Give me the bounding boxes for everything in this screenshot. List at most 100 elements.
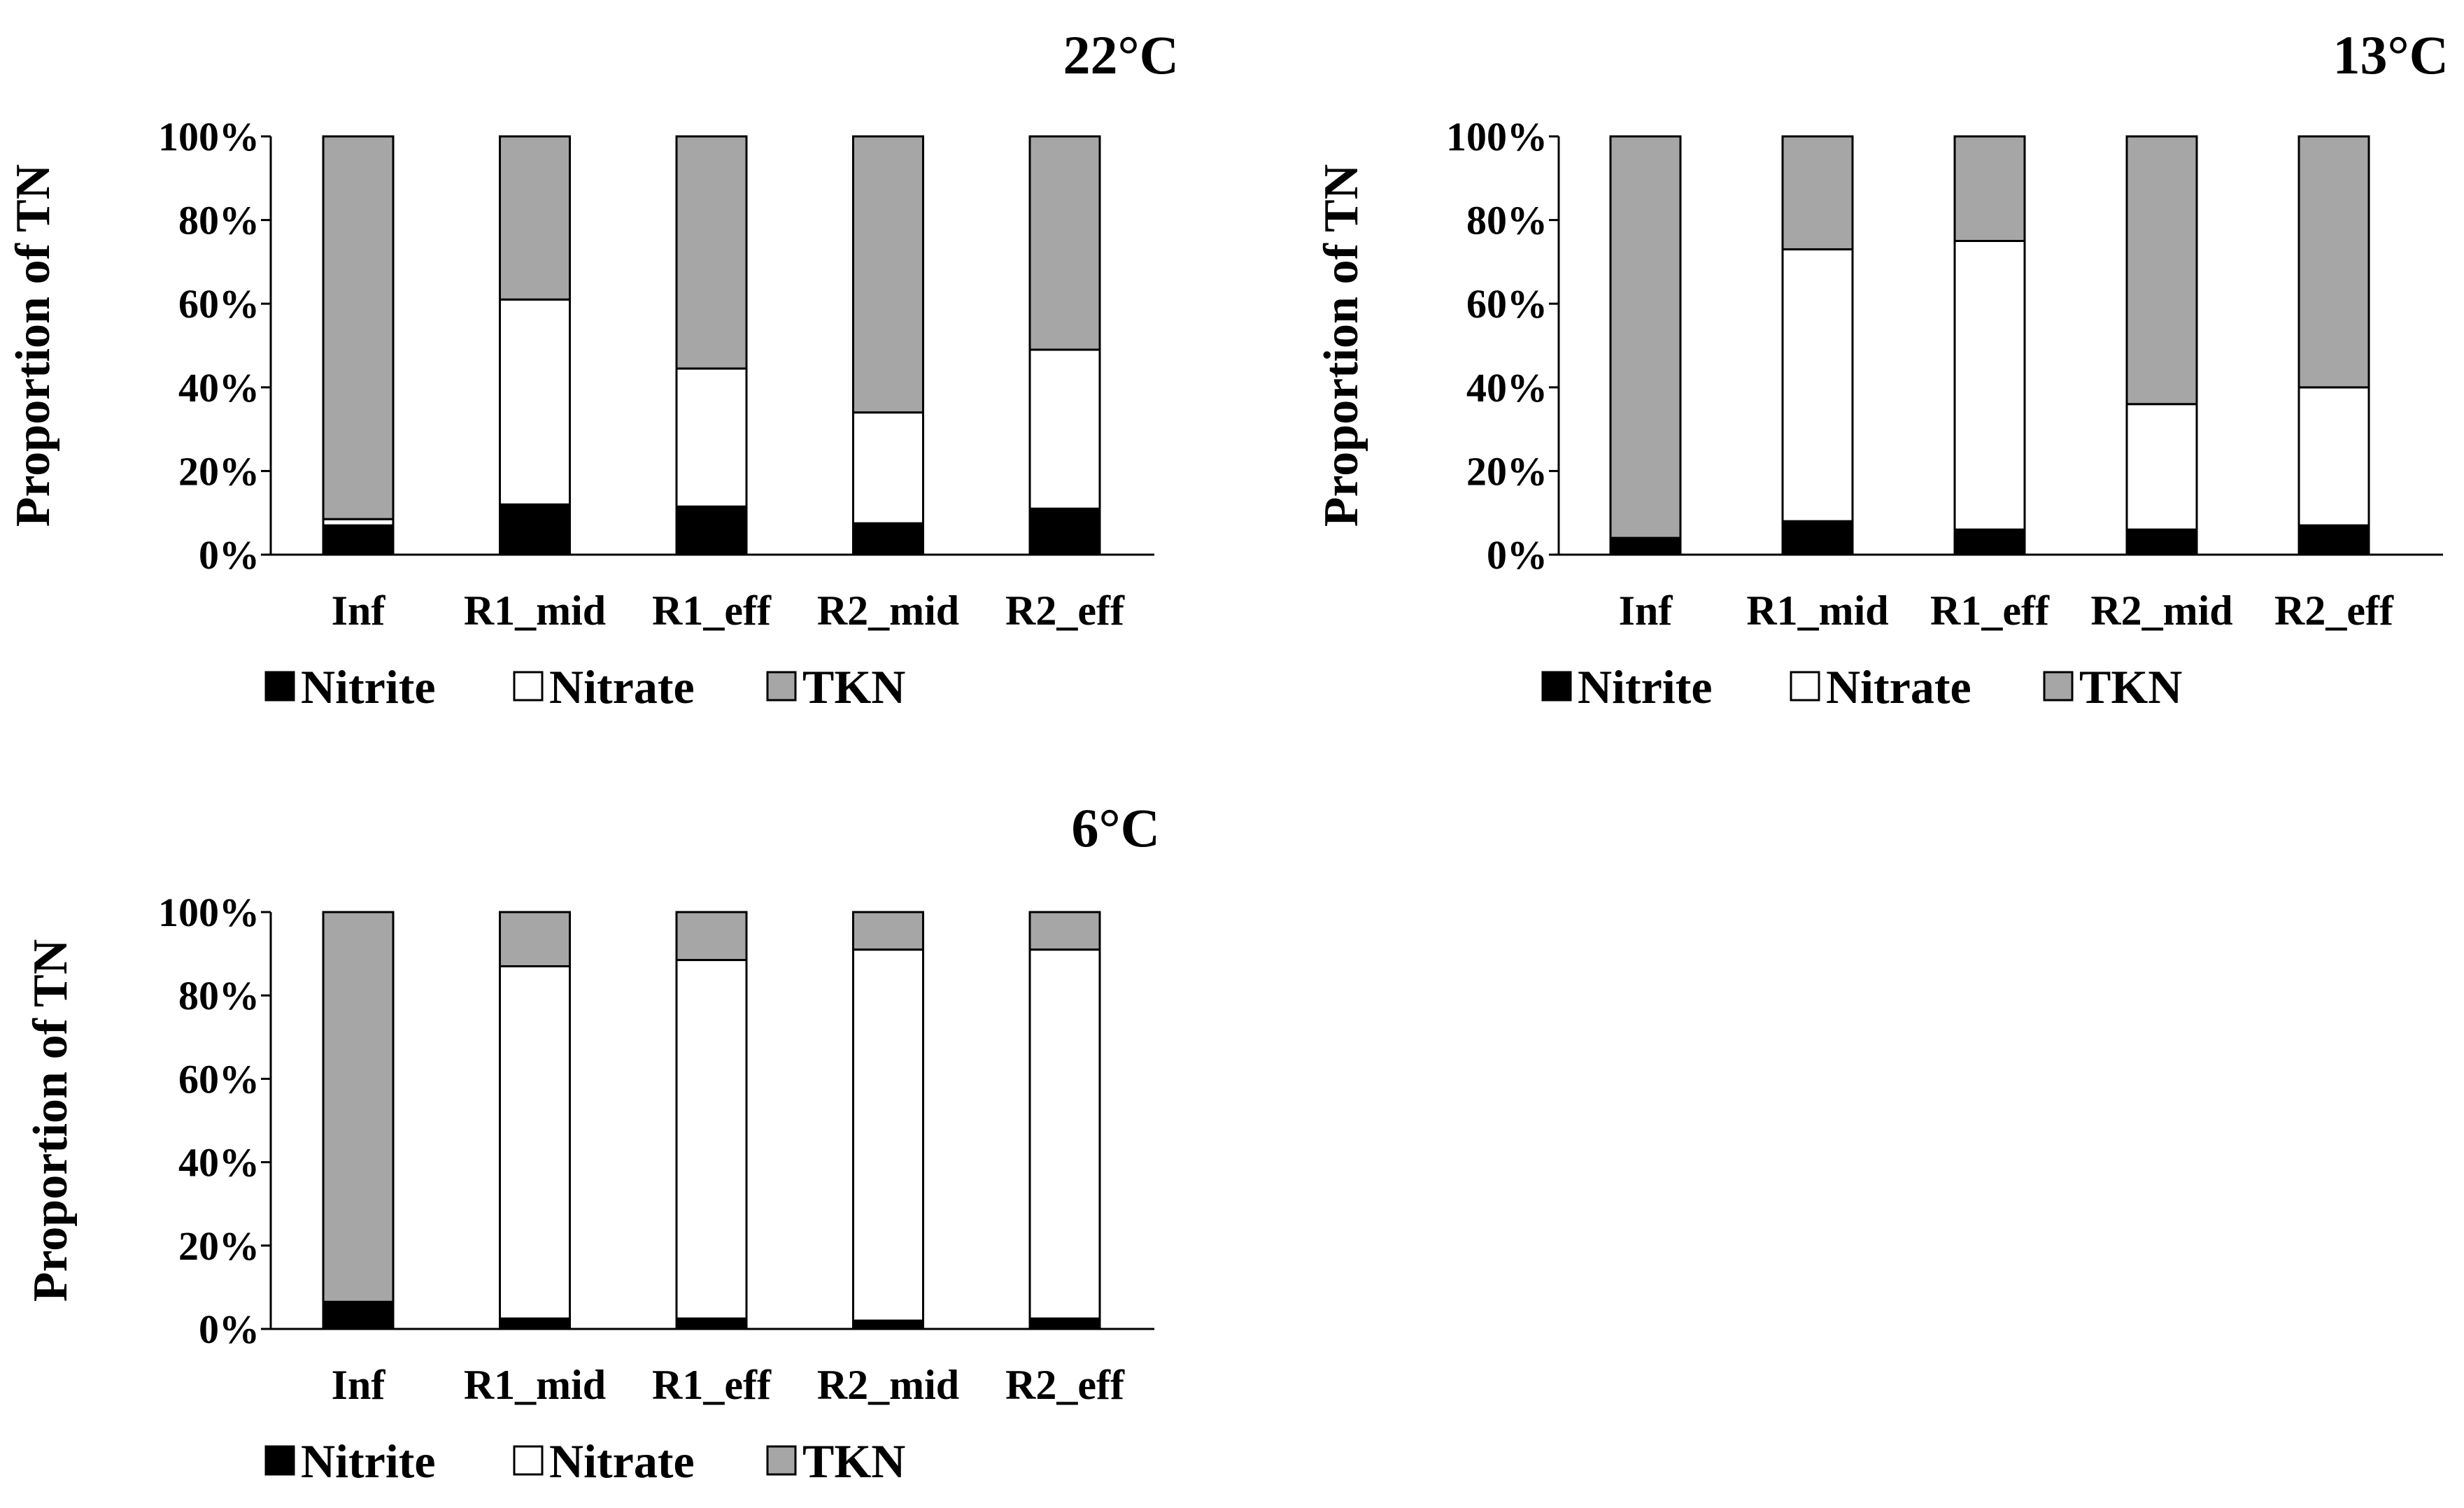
legend-swatch-tkn bbox=[2043, 671, 2074, 702]
bar-nitrate-r1-mid bbox=[499, 298, 571, 506]
x-tick-label: Inf bbox=[332, 588, 386, 634]
y-tick-label: 20% bbox=[1466, 448, 1548, 494]
y-tick-label: 60% bbox=[1466, 281, 1548, 327]
y-axis-label: Proportion of TN bbox=[24, 939, 78, 1302]
x-tick-label: Inf bbox=[332, 1362, 386, 1408]
legend-label-nitrate: Nitrate bbox=[549, 660, 695, 713]
bar-nitrite-inf bbox=[322, 524, 395, 556]
bar-nitrate-r2-mid bbox=[852, 411, 924, 525]
legend-label-tkn: TKN bbox=[2079, 660, 2182, 713]
chart-title: 6°C bbox=[1071, 797, 1160, 858]
x-tick-label: R2_eff bbox=[1005, 588, 1125, 634]
bar-nitrate-r1-eff bbox=[675, 959, 748, 1320]
y-tick-label: 60% bbox=[178, 281, 260, 327]
bar-nitrite-inf bbox=[322, 1300, 395, 1330]
y-tick-label: 80% bbox=[1466, 198, 1548, 243]
bar-tkn-r2-eff bbox=[2297, 135, 2370, 389]
bar-tkn-r1-eff bbox=[675, 911, 748, 962]
x-tick-label: R2_eff bbox=[2274, 588, 2394, 634]
bar-nitrite-r2-eff bbox=[1028, 507, 1101, 556]
bar-nitrite-r1-mid bbox=[499, 503, 571, 556]
y-tick-label: 100% bbox=[158, 114, 260, 159]
x-tick-label: R2_mid bbox=[817, 588, 959, 634]
bar-nitrite-r1-eff bbox=[675, 505, 748, 556]
bar-nitrate-r1-eff bbox=[1953, 240, 2026, 531]
bar-nitrate-r2-eff bbox=[1028, 348, 1101, 510]
legend-swatch-nitrate bbox=[513, 671, 544, 702]
legend: Nitrite Nitrate TKN bbox=[1541, 660, 2182, 713]
chart-panel-3: 6°C Proportion of TN 0% 20% 40% 60% 80% 100% Inf… bbox=[24, 797, 1160, 1488]
y-tick-label: 100% bbox=[158, 890, 260, 935]
x-tick-label: R1_eff bbox=[1930, 588, 2050, 634]
y-tick-label: 80% bbox=[178, 198, 260, 243]
bar-tkn-r2-mid bbox=[852, 135, 924, 414]
bar-nitrate-r2-mid bbox=[2125, 403, 2198, 531]
legend-swatch-nitrite bbox=[264, 1445, 295, 1476]
legend-label-nitrite: Nitrite bbox=[1578, 660, 1713, 713]
bar-tkn-r2-eff bbox=[1028, 911, 1101, 951]
y-tick-label: 40% bbox=[178, 365, 260, 411]
y-tick-label: 0% bbox=[199, 1307, 260, 1352]
y-tick-label: 40% bbox=[178, 1140, 260, 1186]
bar-nitrite-r2-eff bbox=[2297, 524, 2370, 556]
y-tick-label: 80% bbox=[178, 973, 260, 1018]
y-tick-label: 0% bbox=[199, 532, 260, 578]
bar-tkn-r1-eff bbox=[675, 135, 748, 370]
x-tick-label: R1_mid bbox=[464, 1362, 606, 1408]
bar-nitrate-r2-eff bbox=[2297, 386, 2370, 527]
chart-title: 13°C bbox=[2332, 24, 2449, 85]
legend-swatch-nitrate bbox=[513, 1445, 544, 1476]
legend-swatch-tkn bbox=[766, 1445, 797, 1476]
bar-nitrite-r1-eff bbox=[675, 1317, 748, 1330]
y-tick-label: 60% bbox=[178, 1056, 260, 1102]
legend-label-tkn: TKN bbox=[802, 660, 905, 713]
bar-nitrate-r1-mid bbox=[1781, 248, 1854, 522]
bar-nitrate-r2-mid bbox=[852, 948, 924, 1322]
y-tick-label: 20% bbox=[178, 1223, 260, 1269]
x-tick-label: R2_mid bbox=[2090, 588, 2232, 634]
legend-swatch-nitrite bbox=[1541, 671, 1572, 702]
bar-tkn-inf bbox=[322, 911, 395, 1303]
legend-swatch-nitrite bbox=[264, 671, 295, 702]
legend-label-nitrate: Nitrate bbox=[1826, 660, 1971, 713]
y-tick-label: 20% bbox=[178, 448, 260, 494]
bar-nitrite-r2-mid bbox=[2125, 528, 2198, 556]
y-axis-label: Proportion of TN bbox=[6, 164, 60, 527]
y-tick-label: 100% bbox=[1446, 114, 1548, 159]
bar-tkn-r1-mid bbox=[1781, 135, 1854, 250]
bar-nitrite-r1-mid bbox=[499, 1317, 571, 1330]
bar-tkn-r2-mid bbox=[2125, 135, 2198, 406]
x-tick-label: R1_eff bbox=[652, 588, 772, 634]
x-tick-label: R1_mid bbox=[464, 588, 606, 634]
bar-nitrite-r1-eff bbox=[1953, 528, 2026, 556]
y-tick-label: 40% bbox=[1466, 365, 1548, 411]
bar-tkn-r2-eff bbox=[1028, 135, 1101, 351]
x-tick-label: R1_mid bbox=[1746, 588, 1888, 634]
bar-tkn-inf bbox=[1609, 135, 1682, 539]
legend-label-tkn: TKN bbox=[802, 1435, 905, 1488]
legend-swatch-tkn bbox=[766, 671, 797, 702]
bar-nitrite-r1-mid bbox=[1781, 520, 1854, 556]
bar-nitrate-r2-eff bbox=[1028, 948, 1101, 1320]
chart-title: 22°C bbox=[1063, 24, 1179, 85]
bar-tkn-r1-eff bbox=[1953, 135, 2026, 242]
legend-label-nitrite: Nitrite bbox=[301, 660, 436, 713]
chart-panel-2: 13°C Proportion of TN 0% 20% 40% 60% 80% 100% In… bbox=[1315, 24, 2449, 713]
bar-nitrite-inf bbox=[1609, 536, 1682, 556]
x-tick-label: R1_eff bbox=[652, 1362, 772, 1408]
bar-tkn-r1-mid bbox=[499, 135, 571, 301]
bar-nitrate-r1-mid bbox=[499, 965, 571, 1320]
bar-tkn-r2-mid bbox=[852, 911, 924, 951]
bar-tkn-r1-mid bbox=[499, 911, 571, 967]
legend-swatch-nitrate bbox=[1790, 671, 1820, 702]
y-axis-label: Proportion of TN bbox=[1315, 164, 1368, 527]
x-tick-label: R2_mid bbox=[817, 1362, 959, 1408]
bar-tkn-inf bbox=[322, 135, 395, 520]
bar-nitrite-r2-mid bbox=[852, 1319, 924, 1330]
x-tick-label: Inf bbox=[1619, 588, 1673, 634]
legend: Nitrite Nitrate TKN bbox=[264, 1435, 905, 1488]
chart-panel-1: 22°C Proportion of TN 0% 20% 40% 60% 80% 100% In… bbox=[6, 24, 1179, 713]
y-tick-label: 0% bbox=[1487, 532, 1548, 578]
x-tick-label: R2_eff bbox=[1005, 1362, 1125, 1408]
